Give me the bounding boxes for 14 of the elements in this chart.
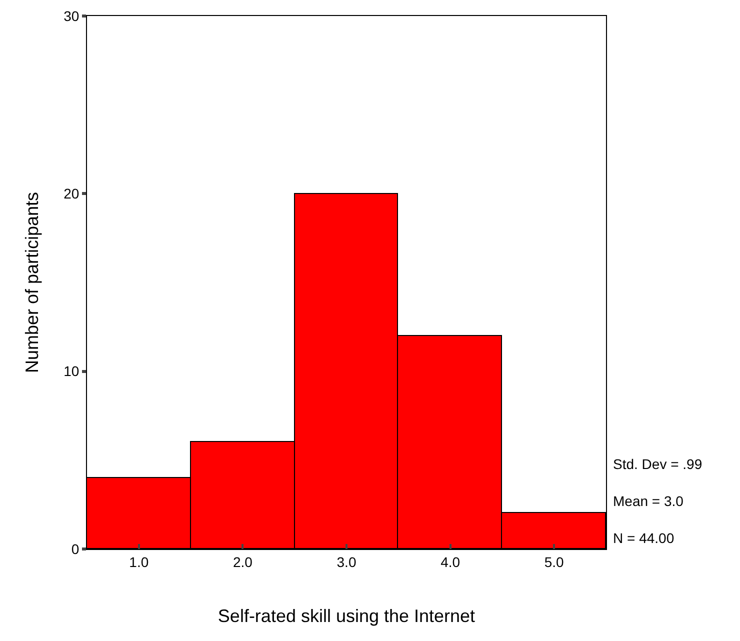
x-tick-label: 1.0: [129, 554, 149, 570]
y-tick-label: 10: [64, 363, 80, 380]
y-axis-title: Number of participants: [22, 192, 42, 374]
x-tick-label: 2.0: [232, 554, 253, 570]
x-tick-label: 3.0: [336, 554, 356, 570]
text: Std. Dev = .99: [613, 456, 702, 472]
y-tick-label: 0: [71, 540, 80, 557]
y-tick-label: 30: [64, 8, 80, 24]
x-tick-label: 4.0: [440, 554, 460, 570]
x-axis-title: Self-rated skill using the Internet: [218, 606, 476, 626]
x-tick-label: 5.0: [544, 554, 564, 570]
y-tick-label: 20: [64, 186, 80, 202]
text: Mean = 3.0: [613, 493, 684, 509]
text: N = 44.00: [613, 530, 674, 546]
